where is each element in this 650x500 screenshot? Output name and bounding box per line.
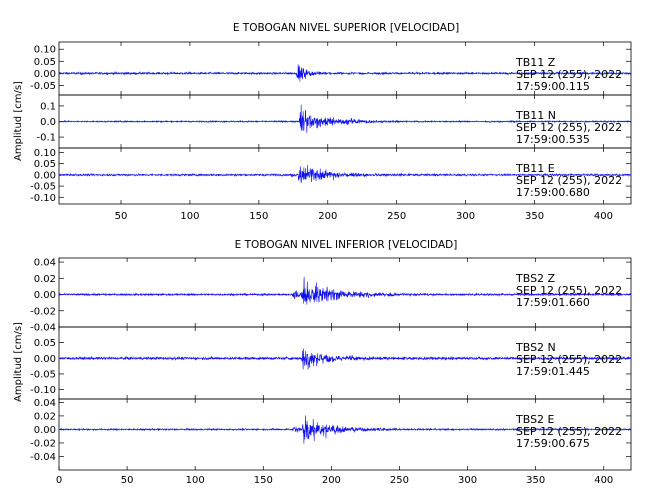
y-tick-label: -0.05: [30, 369, 56, 380]
x-tick-label: 250: [390, 475, 409, 486]
time-label: 17:59:00.535: [516, 133, 590, 146]
station-label: TB11 N: [515, 109, 556, 122]
y-tick-label: 0.00: [34, 69, 56, 80]
station-label: TB11 Z: [515, 56, 556, 69]
y-tick-label: 0.1: [40, 101, 56, 112]
station-label: TBS2 Z: [515, 272, 556, 285]
x-tick-label: 0: [56, 475, 62, 486]
x-tick-label: 400: [594, 211, 613, 222]
station-label: TB11 E: [515, 162, 555, 175]
panel-frame: [58, 398, 632, 471]
x-tick-label: 50: [115, 211, 128, 222]
date-label: SEP 12 (255), 2022: [516, 284, 622, 297]
y-tick-label: 0.04: [34, 258, 56, 269]
y-tick-label: -0.02: [30, 306, 56, 317]
waveform-trace: [58, 348, 632, 370]
x-tick-label: 200: [318, 211, 337, 222]
y-tick-label: -0.04: [30, 452, 56, 463]
date-label: SEP 12 (255), 2022: [516, 121, 622, 134]
x-tick-label: 350: [526, 475, 545, 486]
x-tick-label: 300: [456, 211, 475, 222]
date-label: SEP 12 (255), 2022: [516, 425, 622, 438]
y-tick-label: 0.00: [34, 290, 56, 301]
waveform-trace: [58, 415, 632, 444]
lower-chart-ylabel: Amplitud [cm/s]: [13, 322, 24, 402]
station-label: TBS2 E: [515, 413, 555, 426]
time-label: 17:59:01.445: [516, 365, 590, 378]
y-tick-label: -0.04: [30, 323, 56, 334]
y-tick-label: -0.05: [30, 81, 56, 92]
x-tick-label: 150: [254, 475, 273, 486]
y-tick-label: 0.05: [34, 338, 56, 349]
y-tick-label: 0.0: [40, 117, 56, 128]
y-tick-label: 0.02: [34, 274, 56, 285]
y-tick-label: 0.00: [34, 425, 56, 436]
y-tick-label: -0.1: [36, 133, 56, 144]
time-label: 17:59:01.660: [516, 296, 590, 309]
y-tick-label: -0.02: [30, 438, 56, 449]
y-tick-label: 0.10: [34, 148, 56, 159]
date-label: SEP 12 (255), 2022: [516, 353, 622, 366]
time-label: 17:59:00.675: [516, 437, 590, 450]
x-tick-label: 150: [249, 211, 268, 222]
y-tick-label: -0.10: [30, 385, 56, 396]
lower-chart-title: E TOBOGAN NIVEL INFERIOR [VELOCIDAD]: [235, 239, 458, 251]
waveform-trace: [58, 104, 632, 134]
time-label: 17:59:00.115: [516, 80, 590, 93]
y-tick-label: -0.10: [30, 193, 56, 204]
x-tick-label: 100: [180, 211, 199, 222]
x-tick-label: 250: [387, 211, 406, 222]
panel-frame: [58, 147, 632, 205]
upper-chart-title: E TOBOGAN NIVEL SUPERIOR [VELOCIDAD]: [233, 22, 459, 34]
y-tick-label: 0.02: [34, 411, 56, 422]
waveform-trace: [58, 276, 632, 305]
time-label: 17:59:00.680: [516, 186, 590, 199]
y-tick-label: 0.05: [34, 57, 56, 68]
waveform-trace: [58, 164, 632, 183]
y-tick-label: 0.00: [34, 170, 56, 181]
x-tick-label: 350: [525, 211, 544, 222]
x-tick-label: 300: [458, 475, 477, 486]
waveform-trace: [58, 64, 632, 82]
x-tick-label: 50: [121, 475, 134, 486]
station-label: TBS2 N: [515, 341, 556, 354]
y-tick-label: 0.05: [34, 159, 56, 170]
y-tick-label: -0.05: [30, 182, 56, 193]
y-tick-label: 0.04: [34, 398, 56, 409]
date-label: SEP 12 (255), 2022: [516, 68, 622, 81]
y-tick-label: 0.10: [34, 45, 56, 56]
date-label: SEP 12 (255), 2022: [516, 174, 622, 187]
x-tick-label: 100: [186, 475, 205, 486]
upper-chart-ylabel: Amplitud [cm/s]: [13, 81, 24, 161]
y-tick-label: 0.00: [34, 354, 56, 365]
x-tick-label: 400: [594, 475, 613, 486]
x-tick-label: 200: [322, 475, 341, 486]
